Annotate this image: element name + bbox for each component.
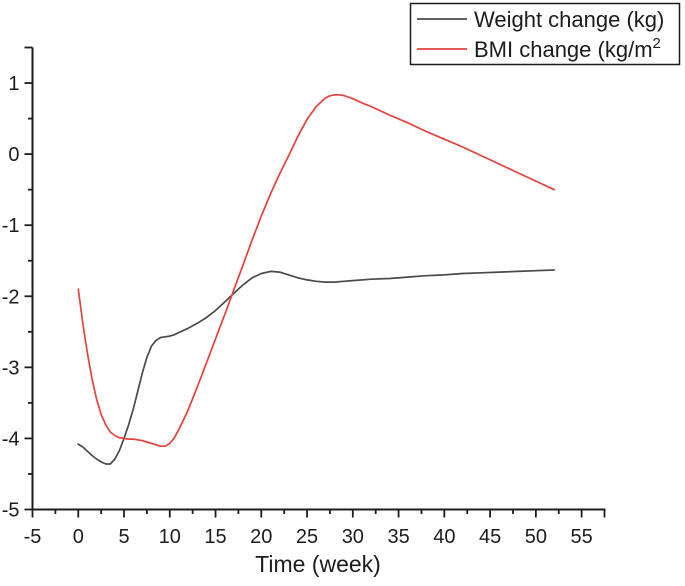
legend-label-bmi-change: BMI change (kg/m2 [474, 35, 661, 62]
x-tick-label: 40 [433, 526, 455, 548]
x-tick-label: -5 [24, 526, 42, 548]
y-tick-label: -5 [2, 500, 20, 522]
legend-label-bmi-base: BMI change (kg/m [474, 37, 653, 62]
y-tick-label: -1 [2, 215, 20, 237]
series-curve-bmi-change [77, 93, 556, 448]
x-tick-label: 45 [479, 526, 501, 548]
y-tick-label: 0 [8, 144, 19, 166]
axes: -5 0 5 10 15 20 25 30 35 40 45 50 55 -5 -4 -3 -2 -1 0 1 [2, 46, 606, 548]
legend-label-bmi-superscript: 2 [653, 35, 661, 52]
x-tick-label: 10 [159, 526, 181, 548]
x-tick-label: 15 [204, 526, 226, 548]
x-tick-label: 35 [387, 526, 409, 548]
legend: Weight change (kg) BMI change (kg/m2 [409, 2, 681, 66]
curves [77, 93, 556, 465]
x-tick-label: 5 [118, 526, 129, 548]
x-tick-label: 55 [570, 526, 592, 548]
x-tick-label: 30 [342, 526, 364, 548]
series-curve-weight-change [77, 269, 556, 465]
x-tick-label: 20 [250, 526, 272, 548]
y-tick-label: -3 [2, 357, 20, 379]
x-axis-title: Time (week) [255, 551, 381, 577]
x-tick-label: 0 [73, 526, 84, 548]
x-tick-label: 25 [296, 526, 318, 548]
y-tick-label: -2 [2, 286, 20, 308]
x-tick-label: 50 [525, 526, 547, 548]
legend-box [409, 2, 681, 66]
y-tick-label: 1 [8, 73, 19, 95]
legend-label-weight-change: Weight change (kg) [474, 7, 664, 32]
y-tick-label: -4 [2, 428, 20, 450]
